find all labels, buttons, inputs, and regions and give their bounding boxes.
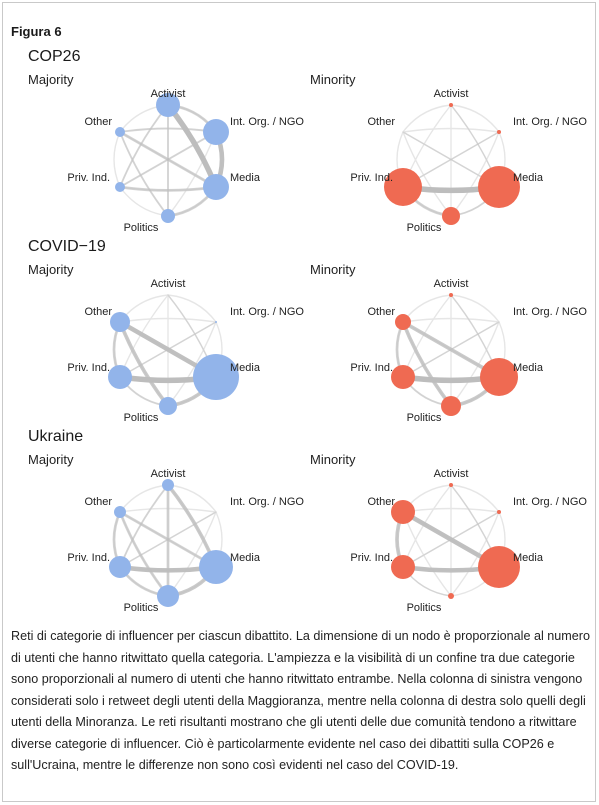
network-covid19-majority: Activist Int. Org. / NGO Media Politics Priv… [67,278,304,424]
network-ukraine-majority: Activist Int. Org. / NGO Media Politics Priv… [67,468,304,614]
node-activist [449,103,453,107]
node-activist [156,93,180,117]
node-label-priv-ind: Priv. Ind. [350,552,393,564]
node-int-org-ngo [203,119,229,145]
node-label-int-org-ngo: Int. Org. / NGO [230,306,304,318]
node-label-int-org-ngo: Int. Org. / NGO [230,496,304,508]
node-label-politics: Politics [124,412,159,424]
node-priv-ind [109,556,131,578]
debate-title-ukraine: Ukraine [28,428,84,445]
node-media [193,354,239,400]
node-label-media: Media [230,172,261,184]
node-label-other: Other [367,116,395,128]
node-label-politics: Politics [407,222,442,234]
node-label-politics: Politics [407,412,442,424]
debate-title-cop26: COP26 [28,48,81,65]
network-ukraine-minority: Activist Int. Org. / NGO Media Politics Priv… [350,468,587,614]
bg-edge-politics-other [402,131,452,217]
node-label-priv-ind: Priv. Ind. [67,362,110,374]
node-politics [157,585,179,607]
col-label-majority-ukraine: Majority [28,452,74,467]
col-label-majority-covid19: Majority [28,262,74,277]
node-label-priv-ind: Priv. Ind. [350,172,393,184]
node-label-activist: Activist [434,468,469,480]
node-politics [441,396,461,416]
node-media [199,550,233,584]
node-label-activist: Activist [434,88,469,100]
node-label-activist: Activist [434,278,469,290]
node-media [478,546,520,588]
node-label-other: Other [84,116,112,128]
node-politics [442,207,460,225]
node-label-activist: Activist [151,278,186,290]
node-politics [161,209,175,223]
bg-edge-activist-int-org-ngo [450,104,500,133]
node-media [203,174,229,200]
node-activist [449,483,453,487]
node-label-media: Media [230,552,261,564]
node-label-activist: Activist [151,468,186,480]
node-label-media: Media [513,362,544,374]
node-label-media: Media [230,362,261,374]
node-activist [449,293,453,297]
node-int-org-ngo [215,321,217,323]
debate-title-covid19: COVID−19 [28,238,106,255]
node-label-priv-ind: Priv. Ind. [67,552,110,564]
node-label-other: Other [367,306,395,318]
node-other [110,312,130,332]
node-label-activist: Activist [151,88,186,100]
node-label-priv-ind: Priv. Ind. [350,362,393,374]
node-label-politics: Politics [124,222,159,234]
node-politics [448,593,454,599]
node-label-other: Other [84,306,112,318]
node-priv-ind [384,168,422,206]
bg-edge-activist-other [402,104,452,133]
bg-edge-activist-int-org-ngo [167,294,217,323]
bg-edge-activist-int-org-ngo [450,484,500,513]
node-media [478,166,520,208]
node-other [115,127,125,137]
node-label-media: Media [513,552,544,564]
node-politics [159,397,177,415]
col-label-majority-cop26: Majority [28,72,74,87]
node-label-priv-ind: Priv. Ind. [67,172,110,184]
node-label-int-org-ngo: Int. Org. / NGO [513,116,587,128]
col-label-minority-ukraine: Minority [310,452,356,467]
node-label-media: Media [513,172,544,184]
node-label-int-org-ngo: Int. Org. / NGO [513,306,587,318]
bg-edge-activist-int-org-ngo [450,294,500,323]
node-activist [162,479,174,491]
node-priv-ind [115,182,125,192]
node-int-org-ngo [497,130,501,134]
node-priv-ind [108,365,132,389]
node-other [391,500,415,524]
edge-int-org-ngo-priv-ind [119,511,217,568]
node-priv-ind [391,555,415,579]
bg-edge-int-org-ngo-other [402,127,500,133]
node-label-int-org-ngo: Int. Org. / NGO [230,116,304,128]
node-other [395,314,411,330]
bg-edge-int-org-ngo-other [402,317,500,323]
col-label-minority-covid19: Minority [310,262,356,277]
network-cop26-majority: Activist Int. Org. / NGO Media Politics Priv… [67,88,304,234]
node-priv-ind [391,365,415,389]
node-int-org-ngo [497,510,501,514]
node-label-other: Other [84,496,112,508]
node-label-other: Other [367,496,395,508]
node-media [480,358,518,396]
node-label-int-org-ngo: Int. Org. / NGO [513,496,587,508]
network-cop26-minority: Activist Int. Org. / NGO Media Politics Priv… [350,88,587,234]
col-label-minority-cop26: Minority [310,72,356,87]
node-label-politics: Politics [124,602,159,614]
node-label-politics: Politics [407,602,442,614]
figure-caption: Reti di categorie di influencer per cias… [11,629,590,772]
network-covid19-minority: Activist Int. Org. / NGO Media Politics Priv… [350,278,587,424]
figure-label: Figura 6 [11,24,62,39]
bg-edge-priv-ind-other [113,131,121,188]
node-other [114,506,126,518]
